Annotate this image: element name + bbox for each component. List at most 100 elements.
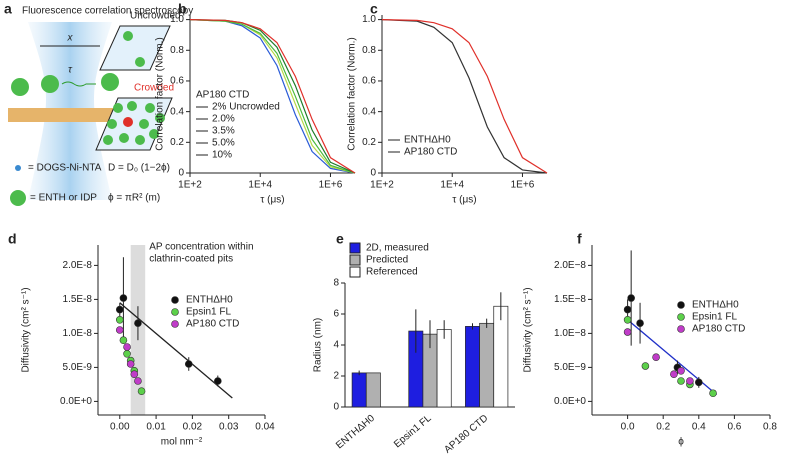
- y-tick-label: 0.8: [362, 45, 376, 56]
- point: [627, 294, 635, 302]
- point: [686, 377, 694, 385]
- x-tick-label: 1E+6: [319, 180, 343, 191]
- y-axis-title: Diffusivity (cm² s⁻¹): [21, 287, 32, 372]
- point: [623, 305, 632, 314]
- motion-arrow: [61, 81, 96, 87]
- point: [709, 389, 717, 398]
- legend-swatch: [677, 325, 685, 333]
- legend-label: AP180 CTD: [404, 147, 457, 158]
- lipid-key: = DOGS-Ni-NTA: [28, 163, 102, 174]
- x-tick-label: 0.2: [656, 422, 670, 433]
- y-tick-label: 0: [333, 402, 339, 413]
- fit-line: [119, 302, 233, 399]
- x-tick-label: 0.4: [692, 422, 706, 433]
- y-axis-title: Diffusivity (cm² s⁻¹): [523, 287, 534, 372]
- y-axis-title: Correlation factor (Norm.): [155, 37, 166, 150]
- legend-title: AP180 CTD: [196, 90, 249, 101]
- annotation: clathrin-coated pits: [149, 254, 233, 265]
- y-axis-title: Correlation factor (Norm.): [347, 37, 358, 150]
- legend-label: 2.0%: [212, 114, 235, 125]
- point: [694, 378, 703, 387]
- x-tick-label: 0.02: [183, 422, 203, 433]
- point: [115, 326, 124, 334]
- equation-1: D = D₀ (1−2ϕ): [108, 163, 170, 174]
- y-tick-label: 0.0E+0: [554, 396, 586, 407]
- panel-label: b: [178, 1, 187, 17]
- legend-label: ENTHΔH0: [186, 295, 233, 306]
- y-tick-label: 0.6: [170, 76, 184, 87]
- y-tick-label: 5.0E-9: [63, 362, 93, 373]
- crowd: [103, 101, 165, 145]
- y-tick-label: 2.0E-8: [63, 260, 93, 271]
- point: [636, 319, 644, 328]
- y-tick-label: 1.5E-8: [63, 294, 93, 305]
- y-tick-label: 0.4: [362, 106, 376, 117]
- y-tick-label: 0.2: [362, 137, 376, 148]
- y-tick-label: 0.2: [170, 137, 184, 148]
- point: [641, 362, 650, 370]
- protein-key: = ENTH or IDP: [30, 193, 97, 204]
- y-tick-label: 1.0: [170, 14, 184, 25]
- x-tick-label: 0.01: [146, 422, 166, 433]
- legend-label: 10%: [212, 150, 232, 161]
- series-line: [381, 19, 548, 174]
- x-tick-label: 0.03: [219, 422, 239, 433]
- point: [623, 315, 632, 324]
- legend-label: ENTHΔH0: [404, 135, 451, 146]
- lipid-icon: [15, 165, 21, 171]
- x-tick-label: 1E+4: [440, 180, 464, 191]
- equation-2: ϕ = πR² (m): [108, 193, 160, 204]
- legend-swatch: [349, 266, 361, 278]
- x-tick-label: 0.0: [621, 422, 635, 433]
- legend-label: Epsin1 FL: [692, 312, 737, 323]
- x-tick-label: 0.04: [255, 422, 275, 433]
- y-tick-label: 4: [333, 340, 339, 351]
- y-tick-label: 5.0E−9: [554, 362, 586, 373]
- legend-swatch: [349, 254, 361, 266]
- point: [670, 370, 678, 379]
- y-tick-label: 1.5E−8: [554, 294, 586, 305]
- y-tick-label: 0.6: [362, 76, 376, 87]
- protein: [101, 73, 119, 91]
- series-line: [381, 19, 548, 174]
- lag-label: τ: [68, 65, 73, 76]
- bar: [436, 329, 452, 408]
- legend-label: 2% Uncrowded: [212, 102, 280, 113]
- point: [123, 349, 131, 358]
- x-tick-label: 0.8: [763, 422, 777, 433]
- y-axis-title: Radius (nm): [313, 318, 324, 372]
- panel-a: a Fluorescence correlation spectroscopy …: [4, 1, 193, 206]
- series-line: [189, 19, 356, 174]
- legend-label: 2D, measured: [366, 243, 429, 254]
- x-tick-label: Epsin1 FL: [392, 413, 434, 451]
- panel-label: e: [336, 231, 344, 247]
- bar: [365, 372, 381, 408]
- point: [677, 366, 685, 375]
- y-tick-label: 1.0E−8: [554, 328, 586, 339]
- legend-label: AP180 CTD: [186, 319, 239, 330]
- y-tick-label: 0: [370, 168, 376, 179]
- crowded-label: Crowded: [134, 83, 174, 94]
- distance-label: x: [67, 33, 74, 44]
- y-tick-label: 2.0E−8: [554, 260, 586, 271]
- legend-label: ENTHΔH0: [692, 300, 739, 311]
- x-axis-title: τ (μs): [260, 195, 284, 206]
- fcs-title: Fluorescence correlation spectroscopy: [22, 6, 193, 17]
- point: [115, 305, 124, 314]
- point: [123, 343, 131, 351]
- point: [184, 360, 193, 368]
- point: [623, 328, 632, 336]
- point: [130, 370, 139, 379]
- point: [119, 294, 128, 302]
- point: [126, 360, 135, 368]
- bar: [465, 326, 480, 408]
- uncrowded-plane: [99, 25, 171, 71]
- point: [119, 336, 128, 345]
- legend-swatch: [677, 313, 685, 321]
- x-tick-label: 1E+6: [511, 180, 535, 191]
- point: [115, 315, 124, 324]
- legend-label: AP180 CTD: [692, 324, 745, 335]
- y-tick-label: 8: [333, 278, 339, 289]
- x-tick-label: 1E+2: [370, 180, 394, 191]
